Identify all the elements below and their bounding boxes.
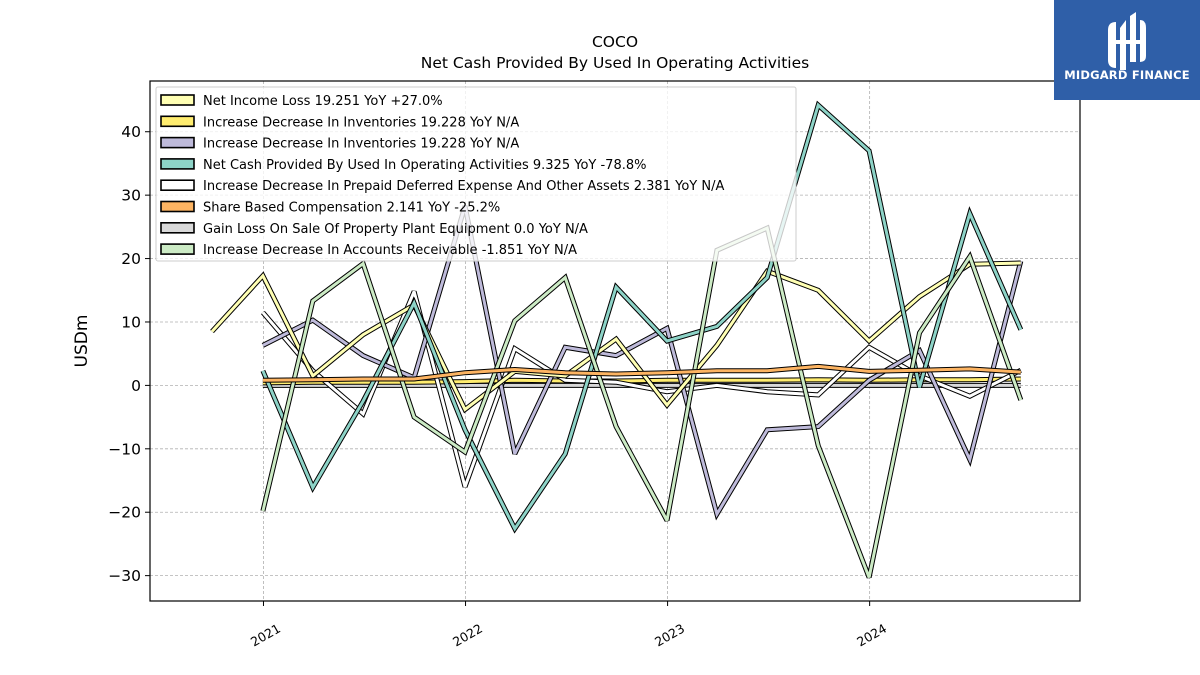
- legend-item: Share Based Compensation 2.141 YoY -25.2…: [160, 200, 500, 216]
- plot-area: [210, 100, 1024, 579]
- y-tick-label: 40: [121, 123, 141, 141]
- x-tick-label: 2022: [450, 621, 485, 650]
- legend-label: Net Income Loss 19.251 YoY +27.0%: [203, 94, 443, 109]
- series-stroke: [210, 261, 1021, 412]
- legend-swatch: [160, 115, 195, 128]
- series-stroke: [262, 364, 1021, 382]
- legend-swatch: [160, 222, 195, 234]
- chart-subtitle: Net Cash Provided By Used In Operating A…: [421, 54, 809, 72]
- series-line: [262, 363, 1021, 383]
- brand-logo: MIDGARD FINANCE: [1054, 0, 1200, 100]
- legend-item: Increase Decrease In Inventories 19.228 …: [160, 136, 519, 152]
- legend-label: Increase Decrease In Accounts Receivable…: [203, 243, 577, 258]
- legend-swatch: [160, 136, 195, 149]
- series-outline: [260, 224, 1024, 579]
- legend-label: Gain Loss On Sale Of Property Plant Equi…: [203, 222, 588, 237]
- legend-swatch: [160, 179, 195, 191]
- legend-label: Increase Decrease In Prepaid Deferred Ex…: [203, 179, 724, 194]
- y-tick-label: 0: [131, 377, 141, 395]
- series-stroke: [261, 225, 1023, 579]
- legend-swatch: [160, 94, 195, 106]
- legend-label: Increase Decrease In Inventories 19.228 …: [203, 115, 519, 130]
- y-tick-label: −30: [108, 567, 141, 585]
- series-line: [260, 100, 1024, 534]
- y-tick-label: 10: [121, 313, 141, 331]
- legend-swatch: [160, 158, 195, 170]
- legend-swatch: [160, 200, 195, 213]
- legend-box: [155, 86, 797, 262]
- series-line: [260, 224, 1024, 579]
- legend-item: Gain Loss On Sale Of Property Plant Equi…: [160, 222, 588, 237]
- y-axis-label: USDm: [72, 315, 92, 368]
- x-tick-label: 2023: [652, 621, 687, 650]
- legend-item: Net Cash Provided By Used In Operating A…: [160, 158, 646, 173]
- y-tick-label: 20: [121, 250, 141, 268]
- legend-item: Increase Decrease In Prepaid Deferred Ex…: [160, 179, 724, 194]
- logo-text: MIDGARD FINANCE: [1064, 68, 1190, 82]
- chart-title: COCO: [592, 33, 638, 51]
- legend: Net Income Loss 19.251 YoY +27.0% Increas…: [155, 86, 797, 262]
- legend-label: Net Cash Provided By Used In Operating A…: [203, 158, 646, 173]
- legend-item: Net Income Loss 19.251 YoY +27.0%: [160, 94, 443, 109]
- y-tick-label: −10: [108, 440, 141, 458]
- legend-swatch: [160, 243, 195, 255]
- series-stroke: [261, 102, 1023, 532]
- y-axis: −30 −20 −10 0 10 20 30 40: [108, 123, 150, 585]
- x-tick-label: 2024: [854, 621, 889, 650]
- legend-label: Increase Decrease In Inventories 19.228 …: [203, 137, 519, 152]
- plot-frame: [149, 80, 1081, 602]
- y-tick-label: −20: [108, 504, 141, 522]
- x-tick-label: 2021: [248, 621, 283, 650]
- legend-label: Share Based Compensation 2.141 YoY -25.2…: [203, 201, 500, 216]
- series-line: [261, 205, 1024, 521]
- x-axis: 2021 2022 2023 2024: [248, 601, 889, 650]
- logo-mark-icon: [1108, 12, 1146, 70]
- series-stroke: [262, 205, 1023, 518]
- series-line: [262, 376, 1021, 386]
- legend-item: Increase Decrease In Inventories 19.228 …: [160, 115, 519, 130]
- series-line: [210, 260, 1021, 414]
- series-stroke: [262, 377, 1021, 385]
- legend-item: Increase Decrease In Accounts Receivable…: [160, 243, 577, 258]
- y-tick-label: 30: [121, 187, 141, 205]
